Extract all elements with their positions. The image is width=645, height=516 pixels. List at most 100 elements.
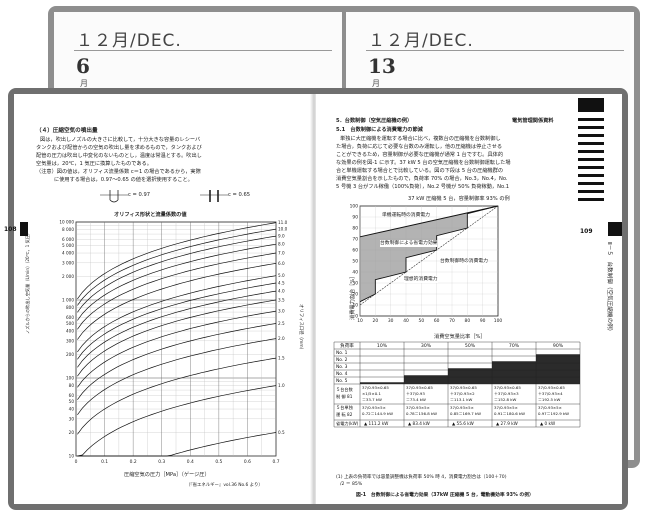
- table-calc-cell: ＋37/0.93×2: [450, 391, 475, 396]
- table-row-label: ５台単独: [336, 404, 354, 411]
- y-tick-label: 400: [66, 329, 74, 334]
- graph-label-saving: 台数制御による省電力効果: [380, 240, 438, 248]
- load-bar: [536, 363, 580, 370]
- note-line: /2 ＝ 85%: [340, 482, 363, 487]
- series-line-1: [359, 205, 499, 303]
- table-header-cell: 30%: [421, 343, 432, 349]
- body-line: ことができるため，容量制御が必要な圧縮機が通常 1 台ですむ。具体的: [336, 152, 504, 158]
- left-page: （４）圧縮空気の噴出量 図は，吹出しノズルの大きさに比較して，十分大きな容量のレ…: [14, 94, 314, 504]
- y-tick-label: 20: [69, 430, 75, 435]
- curve-label: 0.5: [278, 430, 285, 435]
- y-tick-label: 10 000: [59, 220, 74, 225]
- y-tick-label: 500: [66, 321, 74, 326]
- y-tick-label: 60: [69, 393, 75, 398]
- curve-label: 10.0: [278, 227, 288, 232]
- table-saving-cell: ▲ 0 kW: [540, 421, 555, 426]
- table-saving-cell: ▲ 111.2 kW: [364, 421, 388, 426]
- table-header-cell: 50%: [465, 343, 476, 349]
- curve-orifice-4.5: [77, 282, 277, 360]
- y-tick-label: 80: [69, 383, 75, 388]
- y-tick-label: 40: [352, 270, 358, 276]
- x-tick-label: 10: [357, 318, 363, 324]
- graph-title: 37 kW 圧縮機 5 台，容量制御率 93% の例: [408, 196, 510, 202]
- curve-label: 5.0: [278, 273, 285, 278]
- table-header-cell: 70%: [509, 343, 520, 349]
- table-calc-cell: 37/0.93×0.65: [362, 385, 389, 390]
- table-single-cell: 0.72＝144.9 kW: [362, 411, 393, 416]
- y-tick-label: 1 000: [62, 298, 74, 303]
- curve-label: 4.0: [278, 289, 285, 294]
- load-bar: [448, 368, 492, 370]
- body-line: に使用する場合は，0.97～0.65 の値を選択使用すること。: [54, 177, 193, 183]
- orifice-b-icon: [200, 190, 228, 202]
- table-saving-cell: ▲ 83.4 kW: [408, 421, 430, 426]
- table-single-cell: 37/0.93×5×: [494, 405, 518, 410]
- load-bar: [404, 375, 448, 377]
- x-tick-label: 40: [403, 318, 409, 324]
- x-tick-label: 0.7: [273, 459, 280, 465]
- y-tick-label: 4 000: [62, 251, 74, 256]
- y-tick-label: 8 000: [62, 227, 74, 232]
- y-tick-label: 80: [352, 226, 358, 232]
- table-row-label: No. 3: [336, 364, 348, 370]
- y-tick-label: 50: [69, 399, 75, 404]
- table-single-cell: 0.97＝192.9 kW: [538, 411, 569, 416]
- index-tab: [578, 126, 604, 129]
- index-tab: [578, 198, 604, 201]
- x-tick-label: 70: [449, 318, 455, 324]
- curve-label: 1.5: [278, 356, 285, 361]
- load-bar: [492, 377, 536, 384]
- table-saving-cell: ▲ 55.6 kW: [452, 421, 474, 426]
- x-tick-label: 0.2: [130, 459, 137, 465]
- load-bar: [536, 377, 580, 384]
- body-line: 図は，吹出しノズルの大きさに比較して，十分大きな容量のレシーバ: [40, 137, 201, 143]
- index-tab: [578, 158, 604, 161]
- x-tick-label: 0.1: [101, 459, 108, 465]
- y-tick-label: 800: [66, 305, 74, 310]
- load-bar: [536, 370, 580, 377]
- load-bar: [492, 361, 536, 363]
- x-tick-label: 90: [480, 318, 486, 324]
- x-tick-label: 0.3: [158, 459, 165, 465]
- right-page: 電気管理関係資料 5．台数制御（空気圧縮機の例） 5.1 台数制御による消費電力…: [316, 94, 622, 504]
- table-calc-cell: 37/0.93×0.65: [538, 385, 565, 390]
- diary-weekday-left: 月: [80, 79, 88, 88]
- orifice-diagrams: [100, 190, 228, 203]
- y-tick-label: 70: [352, 237, 358, 243]
- table-row-label: No. 4: [336, 371, 348, 377]
- section-title: （４）圧縮空気の噴出量: [36, 128, 98, 134]
- diary-weekday-right: 月: [372, 79, 380, 88]
- index-tab: [578, 174, 604, 177]
- orifice-b-label: c = 0.65: [228, 192, 251, 198]
- curve-label: 4.5: [278, 281, 285, 286]
- curve-label: 1.0: [278, 383, 285, 388]
- x-tick-label: 0: [75, 459, 78, 465]
- load-bar: [404, 377, 448, 384]
- y-tick-label: 10: [69, 454, 75, 459]
- y-tick-label: 90: [352, 215, 358, 221]
- y-tick-label: 300: [66, 338, 74, 343]
- x-tick-label: 30: [388, 318, 394, 324]
- curve-orifice-1.5: [77, 357, 277, 435]
- curve-orifice-3.5: [77, 299, 277, 377]
- page-tab: [608, 222, 622, 236]
- index-tab: [578, 142, 604, 145]
- table-single-cell: 37/0.93×5×: [362, 405, 386, 410]
- diary-day-right: 13: [368, 54, 396, 78]
- table-calc-cell: ＝33.7 kW: [362, 397, 382, 402]
- table-calc-cell: ＋37/0.93: [406, 391, 425, 396]
- load-bar: [492, 370, 536, 377]
- table-calc-cell: ＝73.4 kW: [406, 397, 426, 402]
- curve-label: 2.5: [278, 321, 285, 326]
- graph-x-label: 消費空気量比率［%］: [434, 334, 486, 340]
- x-tick-label: 80: [465, 318, 471, 324]
- load-bar: [448, 370, 492, 377]
- x-tick-label: 20: [373, 318, 379, 324]
- index-tab: [578, 134, 604, 137]
- page-number: 109: [580, 228, 593, 235]
- diary-day-left: 6: [76, 54, 90, 78]
- chart-right-label: オリフィス口径（mm）: [298, 304, 303, 352]
- table-row-label: ５台台数: [336, 386, 354, 393]
- curve-orifice-2.0: [77, 338, 277, 416]
